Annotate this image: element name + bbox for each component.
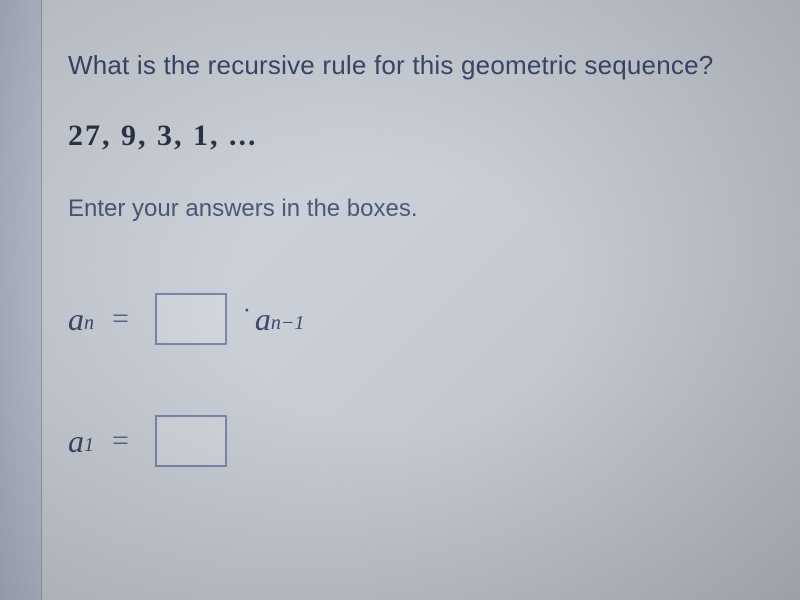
question-prompt: What is the recursive rule for this geom…	[68, 50, 770, 81]
left-margin-bar	[0, 0, 42, 600]
sub-n: n	[84, 312, 94, 335]
var-a-n: a	[68, 301, 84, 338]
sequence-display: 27, 9, 3, 1, ...	[68, 119, 770, 153]
equals-sign-1: =	[112, 302, 129, 336]
multiply-dot: ·	[243, 298, 251, 325]
ratio-input[interactable]	[155, 293, 227, 345]
equals-sign-2: =	[112, 424, 129, 458]
sub-1: 1	[84, 434, 94, 457]
var-a-nminus1: a	[255, 301, 271, 338]
formula-an: an = · an−1	[68, 293, 770, 345]
first-term-input[interactable]	[155, 415, 227, 467]
var-a-1: a	[68, 423, 84, 460]
question-content: What is the recursive rule for this geom…	[0, 0, 800, 567]
instruction-text: Enter your answers in the boxes.	[68, 195, 770, 223]
formula-a1: a1 =	[68, 415, 770, 467]
sub-nminus1: n−1	[271, 312, 305, 335]
